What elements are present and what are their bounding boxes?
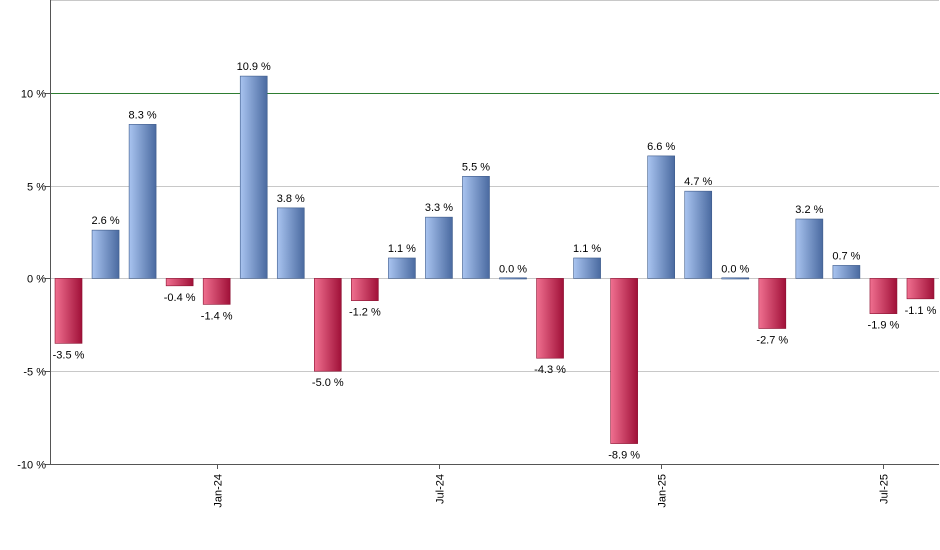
x-tick-label: Jan-25 xyxy=(657,474,669,508)
y-tick-label: -10 % xyxy=(17,460,46,472)
axes xyxy=(50,0,939,465)
y-tick-label: -5 % xyxy=(23,367,46,379)
bar-feb-25 xyxy=(647,155,675,279)
data-labels: -3.5 % 2.6 % 8.3 % -0.4 % -1.4 % 10.9 % 3.8 % -… xyxy=(53,61,937,461)
y-axis-ticks: -10 % -5 % 0 % 5 % 10 % xyxy=(17,89,50,472)
data-label-apr-25: 0.0 % xyxy=(721,263,749,275)
x-tick-label: Jul-25 xyxy=(879,474,891,504)
bar-sep-25 xyxy=(906,278,935,300)
data-label-mar-24: 10.9 % xyxy=(237,61,271,73)
data-label-oct-24: 0.0 % xyxy=(499,263,527,275)
bars xyxy=(54,75,935,444)
bar-jul-24 xyxy=(388,257,416,279)
bar-may-24 xyxy=(314,278,342,372)
data-label-jan-24: -0.4 % xyxy=(164,292,196,304)
bar-jan-24 xyxy=(165,278,194,287)
bar-mar-24 xyxy=(239,75,268,279)
data-label-oct-23: -3.5 % xyxy=(53,349,85,361)
data-label-jul-25: 0.7 % xyxy=(832,250,860,262)
bar-feb-24 xyxy=(202,278,231,305)
data-label-aug-25: -1.9 % xyxy=(868,320,900,332)
bar-aug-24 xyxy=(425,216,453,279)
x-tick-label: Jan-24 xyxy=(213,474,225,508)
data-label-jun-25: 3.2 % xyxy=(795,204,823,216)
data-label-apr-24: 3.8 % xyxy=(277,193,305,205)
data-label-feb-25: 6.6 % xyxy=(647,141,675,153)
data-label-mar-25: 4.7 % xyxy=(684,176,712,188)
data-label-dec-23: 8.3 % xyxy=(129,109,157,121)
bar-apr-25 xyxy=(721,277,750,280)
y-tick-label: 5 % xyxy=(27,182,46,194)
data-label-nov-23: 2.6 % xyxy=(91,215,119,227)
data-label-nov-24: -4.3 % xyxy=(534,364,566,376)
data-label-dec-24: 1.1 % xyxy=(573,243,601,255)
data-label-feb-24: -1.4 % xyxy=(201,310,233,322)
bar-jun-25 xyxy=(795,218,824,279)
bar-jan-25 xyxy=(610,278,638,444)
bar-oct-24 xyxy=(499,277,527,280)
bar-sep-24 xyxy=(462,176,490,279)
bar-oct-23 xyxy=(54,278,83,344)
bar-jul-25 xyxy=(832,265,861,279)
data-label-jan-25: -8.9 % xyxy=(608,450,640,462)
bar-jun-24 xyxy=(351,278,379,301)
data-label-may-24: -5.0 % xyxy=(312,377,344,389)
bar-dec-23 xyxy=(128,124,157,279)
y-tick-label: 10 % xyxy=(21,89,46,101)
data-label-may-25: -2.7 % xyxy=(756,335,788,347)
x-tick-label: Jul-24 xyxy=(435,474,447,504)
data-label-aug-24: 3.3 % xyxy=(425,202,453,214)
bar-aug-25 xyxy=(869,278,898,314)
y-tick-label: 0 % xyxy=(27,274,46,286)
bar-may-25 xyxy=(758,278,787,329)
data-label-jul-24: 1.1 % xyxy=(388,243,416,255)
x-axis-ticks: Jan-24 Jul-24 Jan-25 Jul-25 xyxy=(213,464,891,508)
bar-nov-24 xyxy=(536,278,564,359)
data-label-jun-24: -1.2 % xyxy=(349,307,381,319)
bar-dec-24 xyxy=(573,257,601,279)
bar-apr-24 xyxy=(276,207,305,279)
bar-nov-23 xyxy=(91,229,120,279)
bar-mar-25 xyxy=(684,190,713,279)
data-label-sep-24: 5.5 % xyxy=(462,161,490,173)
data-label-sep-25: -1.1 % xyxy=(905,305,937,317)
